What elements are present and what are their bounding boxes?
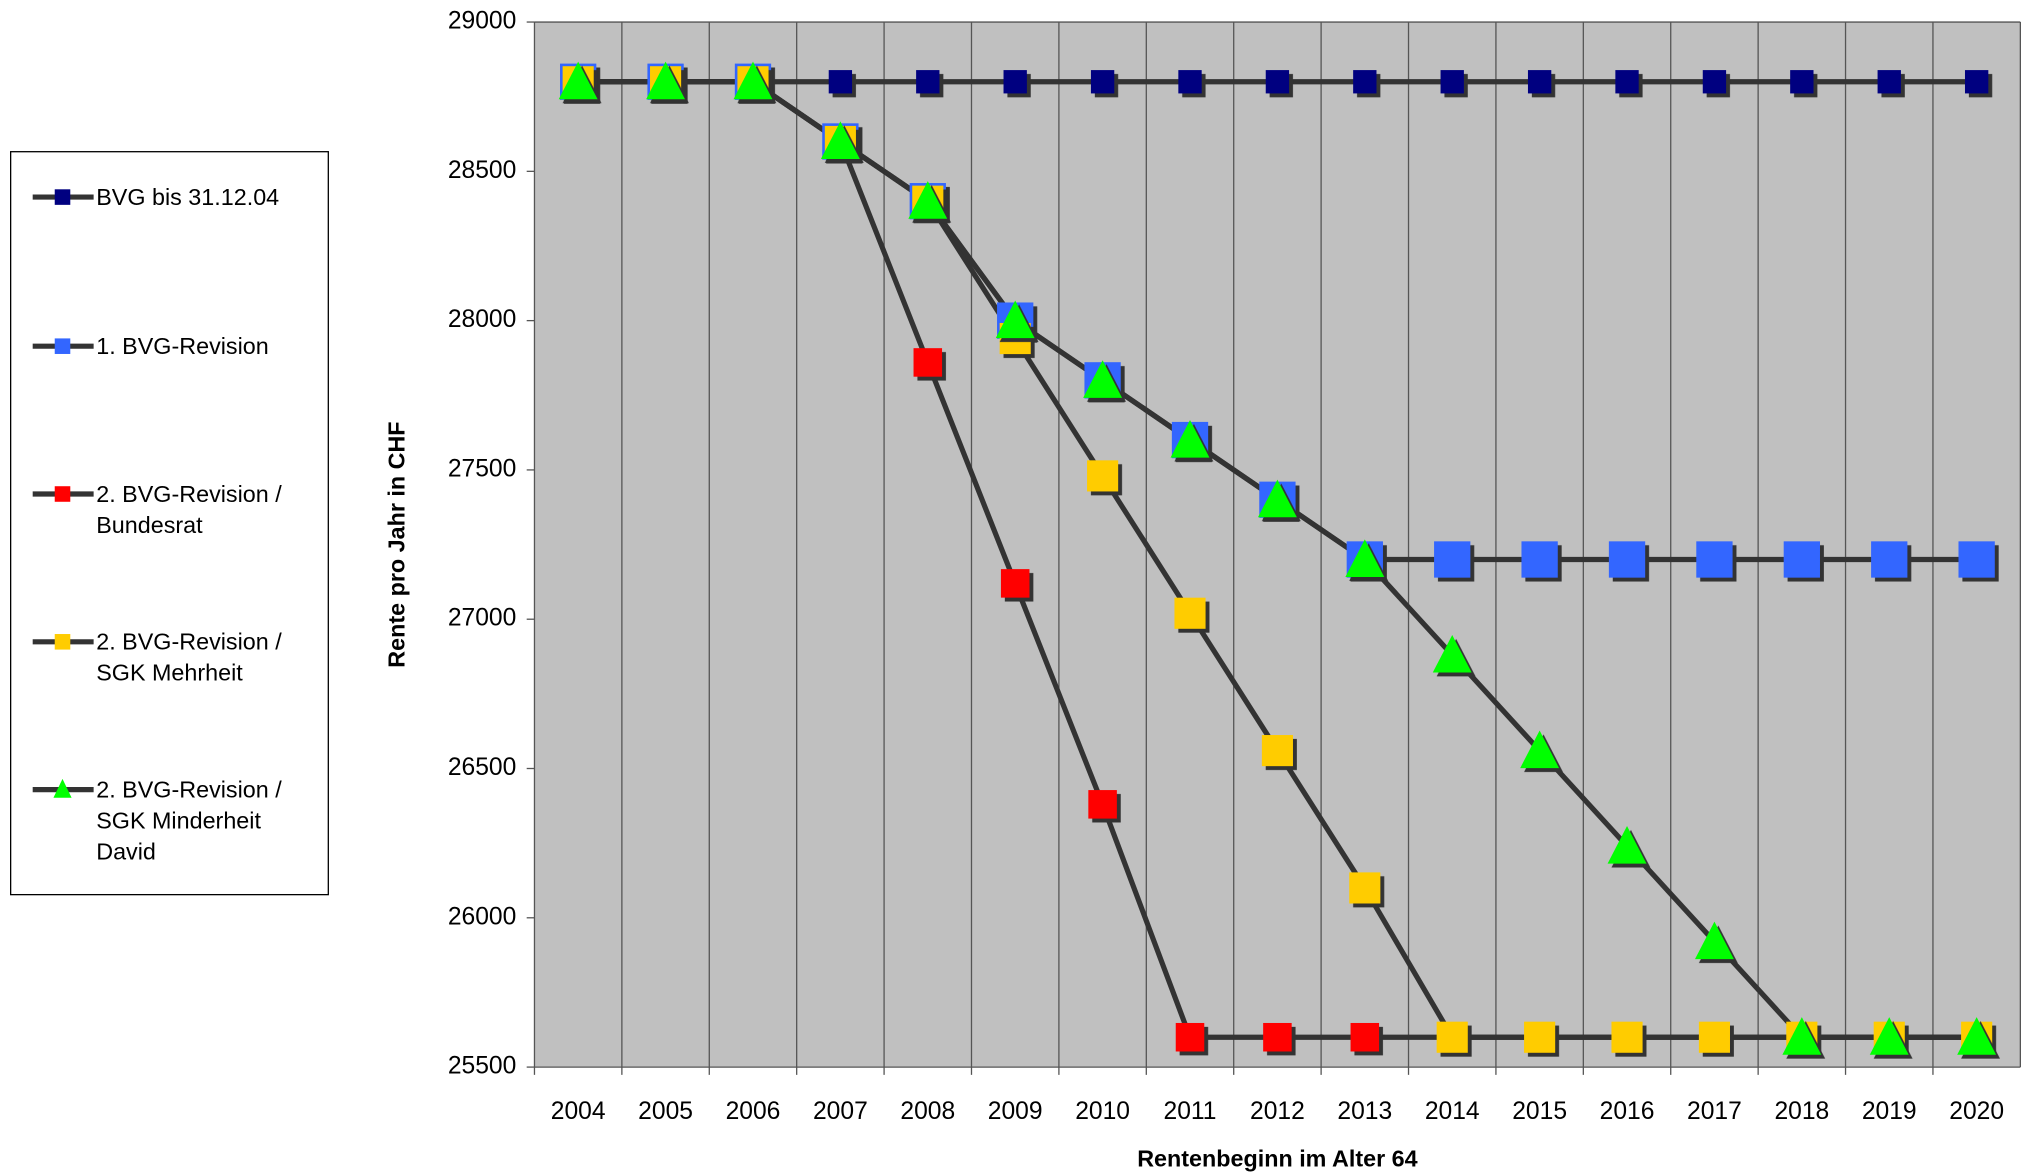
x-tick-label: 2017 [1687,1098,1742,1125]
data-point [1698,1021,1730,1053]
data-point [1694,921,1734,960]
data-point [1877,70,1901,94]
y-tick-label: 27000 [448,605,516,632]
legend-marker [53,778,72,798]
data-point [1527,70,1552,94]
data-point [1349,872,1381,904]
data-point [1350,1022,1380,1052]
data-point [916,70,940,94]
data-point [1611,1021,1643,1053]
data-point [733,61,773,100]
data-point [1170,419,1210,458]
data-point [1782,1017,1822,1055]
legend-entry: 2. BVG-Revision / Bundesrat [96,481,282,539]
data-point [1790,70,1814,94]
data-point [1434,541,1471,578]
data-point [1263,1022,1292,1052]
data-point [1175,1022,1205,1052]
x-tick-label: 2004 [551,1098,606,1125]
data-point [1871,541,1908,578]
x-tick-label: 2016 [1600,1098,1655,1125]
data-point [1783,541,1820,578]
y-tick-label: 29000 [448,8,516,35]
x-tick-label: 2020 [1949,1098,2004,1125]
data-point [1520,730,1560,769]
data-point [1345,539,1385,577]
data-point [1090,70,1115,94]
data-point [1964,70,1989,94]
x-tick-label: 2015 [1512,1098,1567,1125]
data-point [1261,735,1293,767]
data-point [1958,541,1995,578]
data-point [913,348,943,377]
data-point [1615,70,1639,94]
legend-label: 1. BVG-Revision [96,333,269,360]
data-point [1083,360,1123,398]
legend-label: 2. BVG-Revision / SGK Mehrheit [96,628,282,686]
x-tick-label: 2011 [1164,1098,1217,1125]
data-point [1436,1021,1468,1053]
legend-marker [54,338,71,354]
data-point [1432,634,1472,673]
plot-area [534,22,2021,1068]
y-axis-title: Rente pro Jahr in CHF [383,421,409,667]
data-point [1957,1017,1997,1055]
data-point [1087,460,1119,492]
x-tick-label: 2008 [900,1098,955,1125]
legend-marker [54,486,71,502]
data-point [1003,70,1027,94]
data-point [1174,597,1206,629]
y-tick-label: 27500 [448,455,516,482]
y-tick-label: 28500 [448,157,516,184]
legend-label: 2. BVG-Revision / Bundesrat [96,481,282,539]
x-tick-label: 2013 [1337,1098,1392,1125]
data-point [1178,70,1202,94]
x-axis-title: Rentenbeginn im Alter 64 [1137,1146,1417,1172]
data-point [1608,541,1646,578]
data-point [1440,70,1464,94]
data-point [1524,1021,1556,1053]
data-point [1257,479,1297,518]
data-point [828,70,853,94]
y-tick-label: 26500 [448,754,516,781]
data-point [1265,70,1290,94]
data-point [646,61,686,100]
legend-marker [54,189,71,205]
legend-entry: 2. BVG-Revision / SGK Minderheit David [96,776,282,865]
y-tick-label: 28000 [448,306,516,333]
legend-entry: 1. BVG-Revision [96,333,269,360]
data-point [908,181,948,219]
data-point [558,61,598,100]
data-point [1521,541,1558,578]
legend-entry: BVG bis 31.12.04 [96,184,280,211]
data-point [820,121,860,159]
data-point [1696,541,1733,578]
x-tick-label: 2007 [813,1098,868,1125]
legend-box [10,151,329,896]
legend-label: 2. BVG-Revision / SGK Minderheit David [96,776,282,865]
legend-entry: 2. BVG-Revision / SGK Mehrheit [96,628,282,686]
x-tick-label: 2005 [638,1098,693,1125]
data-point [1000,569,1030,598]
x-tick-label: 2014 [1425,1098,1480,1125]
data-point [1702,70,1727,94]
data-point [1607,826,1647,864]
data-point [1869,1017,1909,1055]
x-tick-label: 2009 [988,1098,1043,1125]
legend-marker [54,634,71,650]
data-point [995,300,1035,339]
x-tick-label: 2019 [1862,1098,1917,1125]
x-tick-label: 2006 [726,1098,781,1125]
x-tick-label: 2018 [1774,1098,1829,1125]
y-tick-label: 25500 [448,1053,516,1080]
data-point [1353,70,1377,94]
data-point [1088,790,1117,819]
x-tick-label: 2012 [1250,1098,1305,1125]
x-tick-label: 2010 [1075,1098,1130,1125]
y-tick-label: 26000 [448,903,516,930]
legend-label: BVG bis 31.12.04 [96,184,280,211]
